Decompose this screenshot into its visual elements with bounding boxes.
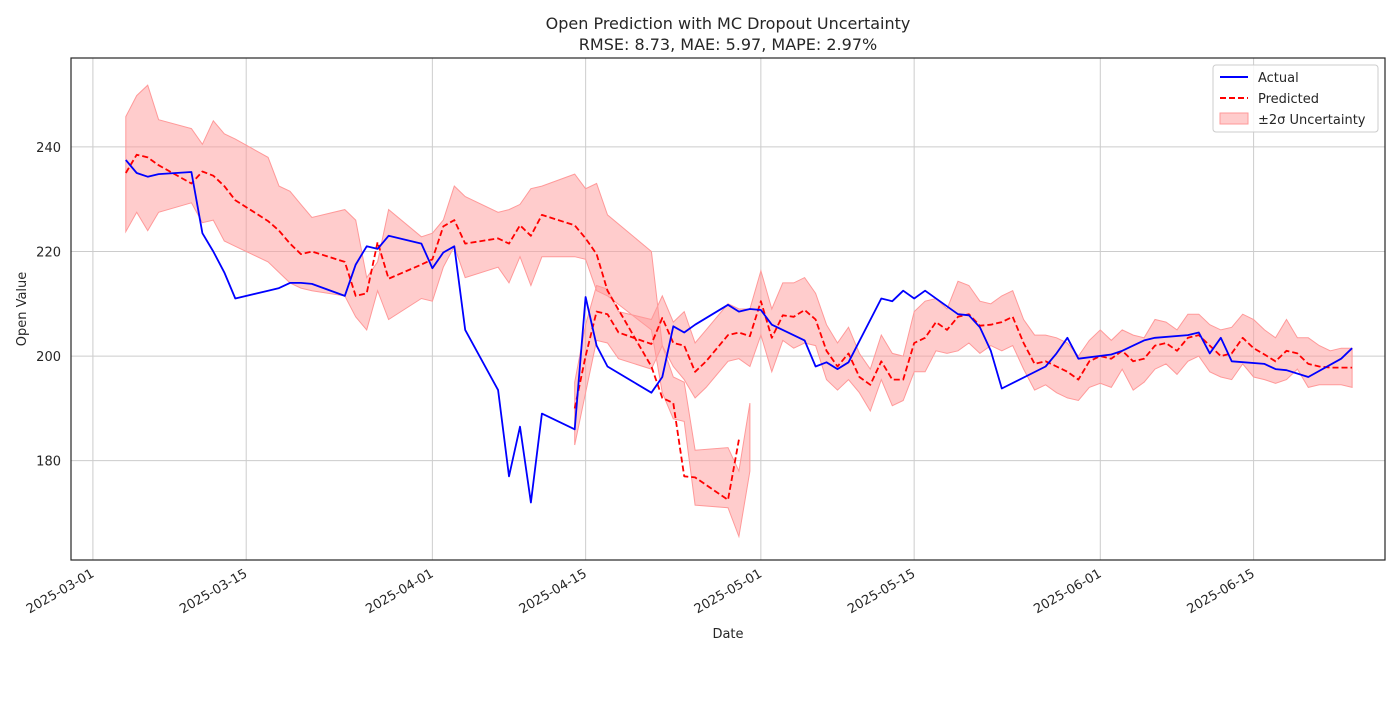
y-tick-label: 240: [36, 141, 61, 156]
actual-line: [125, 159, 1353, 504]
predicted-line-early: [125, 153, 740, 501]
legend: Actual Predicted ±2σ Uncertainty: [1212, 64, 1379, 133]
x-tick-label: 2025-05-01: [692, 566, 765, 617]
x-tick-label: 2025-05-15: [845, 566, 918, 617]
uncertainty-band-layer: [125, 84, 1353, 539]
x-axis-label: Date: [712, 627, 743, 642]
y-tick-label: 220: [36, 245, 61, 260]
chart-subtitle: RMSE: 8.73, MAE: 5.97, MAPE: 2.97%: [579, 35, 877, 54]
y-tick-label: 180: [36, 455, 61, 470]
legend-predicted-label: Predicted: [1258, 92, 1319, 107]
legend-band-swatch: [1219, 112, 1249, 125]
y-tick-label: 200: [36, 350, 61, 365]
legend-box: [1212, 64, 1379, 133]
plot-frame: [70, 57, 1386, 561]
x-tick-label: 2025-06-01: [1031, 566, 1104, 617]
x-tick-labels: 2025-03-01 2025-03-15 2025-04-01 2025-04-15…: [24, 566, 1258, 617]
uncertainty-band-early: [125, 84, 751, 539]
x-tick-label: 2025-04-15: [517, 566, 590, 617]
x-tick-label: 2025-06-15: [1185, 566, 1258, 617]
x-tick-label: 2025-03-15: [177, 566, 250, 617]
series-lines: [125, 153, 1353, 504]
y-tick-labels: 180 200 220 240: [36, 141, 61, 470]
x-tick-label: 2025-03-01: [24, 566, 97, 617]
y-axis-label: Open Value: [15, 272, 30, 347]
x-tick-label: 2025-04-01: [363, 566, 436, 617]
chart-title: Open Prediction with MC Dropout Uncertai…: [546, 14, 911, 33]
legend-actual-label: Actual: [1258, 71, 1299, 86]
uncertainty-band-late: [574, 268, 1353, 446]
legend-band-label: ±2σ Uncertainty: [1258, 113, 1366, 128]
